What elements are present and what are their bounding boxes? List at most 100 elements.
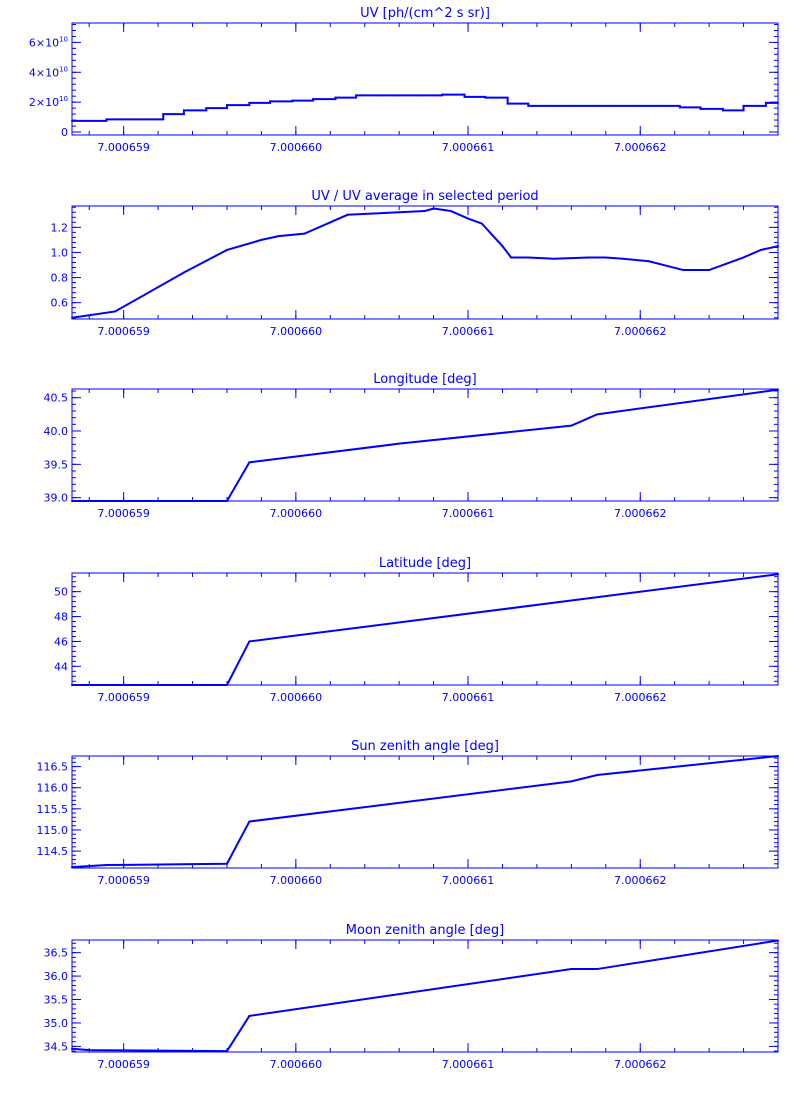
data-point	[312, 98, 315, 101]
y-tick-mantissa: 4×10	[29, 66, 59, 79]
data-point	[260, 238, 263, 241]
y-tick-label: 115.5	[37, 803, 69, 816]
y-tick-label: 46	[54, 635, 68, 648]
x-tick-label: 7.000660	[270, 141, 323, 154]
y-tick-label: 39.5	[44, 458, 69, 471]
series-line	[71, 755, 779, 869]
data-point	[721, 109, 724, 112]
data-point	[777, 755, 779, 757]
plot-frame	[71, 22, 779, 136]
data-point	[71, 1047, 73, 1050]
chart-title: Longitude [deg]	[373, 372, 476, 387]
data-point	[553, 257, 556, 260]
panel-6: Moon zenith angle [deg] 7.000659 7.000660 7…	[44, 923, 779, 1071]
data-point	[291, 99, 294, 102]
x-tick-label: 7.000659	[97, 325, 150, 338]
y-tick-label: 39.0	[44, 492, 69, 505]
data-point	[225, 862, 228, 865]
data-point	[510, 256, 513, 259]
plot-frame	[71, 205, 779, 320]
data-point	[656, 104, 659, 107]
data-point	[88, 1049, 91, 1052]
data-point	[759, 248, 762, 251]
data-point	[398, 442, 401, 445]
chart-title: UV / UV average in selected period	[311, 189, 538, 204]
data-point	[777, 245, 779, 248]
data-point	[105, 118, 108, 121]
x-tick-label: 7.000659	[97, 141, 150, 154]
x-tick-label: 7.000661	[442, 1058, 495, 1071]
data-point	[570, 424, 573, 427]
x-tick-label: 7.000662	[614, 325, 667, 338]
y-tick-label: 50	[54, 586, 68, 599]
panel-4: Latitude [deg] 7.000659 7.000660 7.000661 7.…	[54, 556, 779, 704]
x-tick-label: 7.000662	[614, 507, 667, 520]
chart-title: Latitude [deg]	[379, 556, 471, 571]
y-tick-label: 1.2	[51, 221, 69, 234]
y-tick-label: 35.0	[44, 1017, 69, 1030]
y-tick-label: 48	[54, 611, 68, 624]
data-point	[162, 113, 165, 116]
y-tick-label: 114.5	[37, 845, 69, 858]
y-tick-label: 40.5	[44, 392, 69, 405]
x-tick-label: 7.000659	[97, 691, 150, 704]
data-point	[570, 780, 573, 783]
data-point	[205, 107, 208, 110]
series-line	[71, 939, 779, 1053]
data-point	[635, 104, 638, 107]
data-point	[277, 235, 280, 238]
y-tick-label: 36.5	[44, 947, 69, 960]
data-point	[71, 119, 73, 122]
data-point	[225, 248, 228, 251]
data-point	[708, 269, 711, 272]
data-point	[742, 256, 745, 259]
data-point	[449, 210, 452, 213]
x-tick-label: 7.000660	[270, 691, 323, 704]
data-point	[114, 310, 117, 313]
data-point	[355, 94, 358, 97]
y-tick-exponent: 10	[59, 95, 68, 103]
y-tick-label: 116.5	[37, 761, 69, 774]
panel-3: Longitude [deg] 7.000659 7.000660 7.000661 7…	[44, 372, 779, 520]
x-tick-label: 7.000659	[97, 507, 150, 520]
x-tick-label: 7.000662	[614, 1058, 667, 1071]
plot-frame	[71, 572, 779, 686]
data-point	[570, 104, 573, 107]
y-tick-label: 0.6	[51, 297, 69, 310]
y-tick-exponent: 10	[59, 65, 68, 73]
data-point	[225, 104, 228, 107]
series-line	[72, 573, 779, 686]
data-point	[346, 213, 349, 216]
chart-title: Moon zenith angle [deg]	[346, 923, 504, 938]
y-tick-mantissa: 6×10	[29, 36, 59, 49]
y-tick-label: 40.0	[44, 425, 69, 438]
x-tick-label: 7.000662	[614, 141, 667, 154]
data-point	[527, 256, 530, 259]
series-line	[72, 388, 779, 502]
x-tick-label: 7.000662	[614, 874, 667, 887]
data-point	[398, 94, 401, 97]
data-point	[248, 640, 251, 643]
data-point	[622, 257, 625, 260]
data-point	[71, 866, 73, 869]
x-tick-label: 7.000659	[97, 874, 150, 887]
y-tick-label: 0.8	[51, 272, 69, 285]
data-point	[742, 104, 745, 107]
x-tick-label: 7.000660	[270, 874, 323, 887]
data-point	[334, 96, 337, 99]
y-tick-label: 44	[54, 660, 68, 673]
data-point	[424, 210, 426, 213]
x-tick-label: 7.000660	[270, 1058, 323, 1071]
data-point	[467, 217, 470, 220]
y-tick-label: 36.0	[44, 970, 69, 983]
data-point	[570, 968, 573, 971]
y-tick-label: 4×1010	[29, 65, 68, 79]
chart-title: Sun zenith angle [deg]	[351, 739, 499, 754]
data-point	[71, 500, 73, 502]
x-tick-label: 7.000660	[270, 507, 323, 520]
data-point	[587, 256, 590, 259]
data-point	[225, 684, 228, 686]
x-tick-label: 7.000661	[442, 507, 495, 520]
data-point	[699, 107, 702, 110]
